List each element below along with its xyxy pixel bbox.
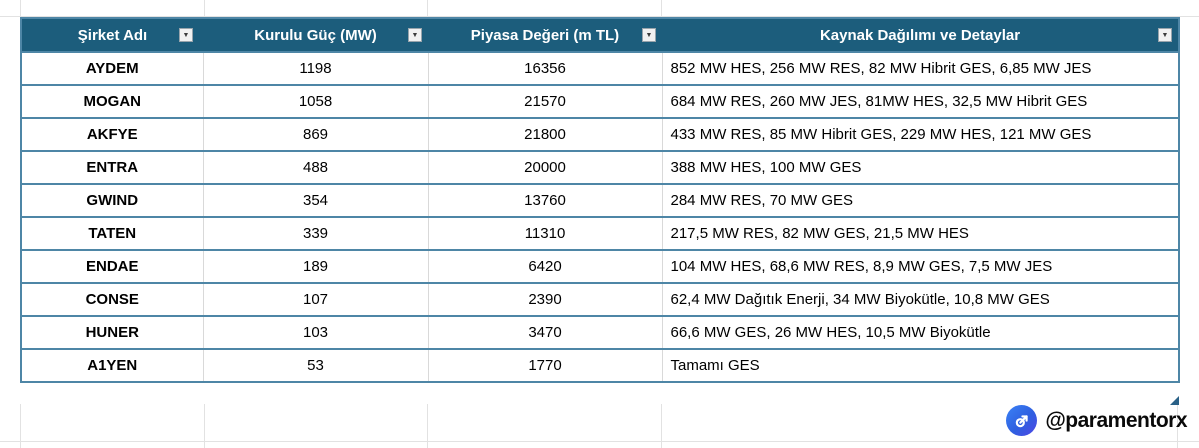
gridline [0,441,1199,442]
gridline [427,0,428,17]
table-row: CONSE 107 2390 62,4 MW Dağıtık Enerji, 3… [21,283,1179,317]
market-value-cell[interactable]: 2390 [427,283,662,317]
watermark: @paramentorx [1006,405,1187,436]
installed-power-cell[interactable]: 1058 [202,85,428,119]
paramentorx-logo-icon [1006,405,1038,436]
table-row: AYDEM 1198 16356 852 MW HES, 256 MW RES,… [21,52,1179,86]
details-cell[interactable]: 66,6 MW GES, 26 MW HES, 10,5 MW Biyokütl… [661,316,1179,350]
gridline [204,404,205,448]
table-row: HUNER 103 3470 66,6 MW GES, 26 MW HES, 1… [21,316,1179,350]
installed-power-cell[interactable]: 1198 [202,52,428,86]
watermark-handle-text: @paramentorx [1045,408,1187,432]
company-cell[interactable]: ENDAE [21,250,203,284]
company-cell[interactable]: TATEN [21,217,203,251]
table-row: MOGAN 1058 21570 684 MW RES, 260 MW JES,… [21,85,1179,119]
company-cell[interactable]: GWIND [21,184,203,218]
gridline [20,0,21,17]
details-cell[interactable]: 217,5 MW RES, 82 MW GES, 21,5 MW HES [661,217,1179,251]
details-cell[interactable]: Tamamı GES [661,349,1179,383]
market-value-cell[interactable]: 13760 [427,184,662,218]
market-value-cell[interactable]: 16356 [427,52,662,86]
gridline [661,404,662,448]
column-header-label: Şirket Adı [77,26,148,44]
installed-power-cell[interactable]: 103 [202,316,428,350]
company-cell[interactable]: AYDEM [21,52,203,86]
filter-dropdown-icon: ▼ [411,31,419,39]
gridline [661,0,662,17]
installed-power-cell[interactable]: 189 [202,250,428,284]
column-header-label: Piyasa Değeri (m TL) [470,26,620,44]
column-header-label: Kaynak Dağılımı ve Detaylar [819,26,1021,44]
installed-power-cell[interactable]: 339 [202,217,428,251]
filter-button[interactable]: ▼ [179,28,193,42]
header-row: Şirket Adı ▼ Kurulu Güç (MW) ▼ Piyasa De… [21,18,1179,53]
gridline [1177,404,1178,448]
gridline [0,16,1199,17]
table-row: ENDAE 189 6420 104 MW HES, 68,6 MW RES, … [21,250,1179,284]
table-row: TATEN 339 11310 217,5 MW RES, 82 MW GES,… [21,217,1179,251]
installed-power-cell[interactable]: 53 [202,349,428,383]
company-cell[interactable]: AKFYE [21,118,203,152]
filter-button[interactable]: ▼ [642,28,656,42]
details-cell[interactable]: 62,4 MW Dağıtık Enerji, 34 MW Biyokütle,… [661,283,1179,317]
column-header-market-value[interactable]: Piyasa Değeri (m TL) ▼ [428,18,662,53]
company-cell[interactable]: ENTRA [21,151,203,185]
company-cell[interactable]: MOGAN [21,85,203,119]
details-cell[interactable]: 852 MW HES, 256 MW RES, 82 MW Hibrit GES… [661,52,1179,86]
market-value-cell[interactable]: 11310 [427,217,662,251]
company-cell[interactable]: A1YEN [21,349,203,383]
company-cell[interactable]: CONSE [21,283,203,317]
column-header-installed-power[interactable]: Kurulu Güç (MW) ▼ [203,18,428,53]
gridline [20,404,21,448]
column-header-company[interactable]: Şirket Adı ▼ [21,18,203,53]
table-row: A1YEN 53 1770 Tamamı GES [21,349,1179,383]
installed-power-cell[interactable]: 488 [202,151,428,185]
column-header-label: Kurulu Güç (MW) [254,26,377,44]
column-header-source-details[interactable]: Kaynak Dağılımı ve Detaylar ▼ [662,18,1179,53]
market-value-cell[interactable]: 3470 [427,316,662,350]
company-cell[interactable]: HUNER [21,316,203,350]
details-cell[interactable]: 684 MW RES, 260 MW JES, 81MW HES, 32,5 M… [661,85,1179,119]
details-cell[interactable]: 433 MW RES, 85 MW Hibrit GES, 229 MW HES… [661,118,1179,152]
details-cell[interactable]: 104 MW HES, 68,6 MW RES, 8,9 MW GES, 7,5… [661,250,1179,284]
gridline [427,404,428,448]
filter-dropdown-icon: ▼ [645,31,653,39]
installed-power-cell[interactable]: 354 [202,184,428,218]
market-value-cell[interactable]: 21800 [427,118,662,152]
filter-dropdown-icon: ▼ [1161,31,1169,39]
table-row: GWIND 354 13760 284 MW RES, 70 MW GES [21,184,1179,218]
table-row: ENTRA 488 20000 388 MW HES, 100 MW GES [21,151,1179,185]
market-value-cell[interactable]: 21570 [427,85,662,119]
table-row: AKFYE 869 21800 433 MW RES, 85 MW Hibrit… [21,118,1179,152]
filter-button[interactable]: ▼ [1158,28,1172,42]
installed-power-cell[interactable]: 107 [202,283,428,317]
details-cell[interactable]: 284 MW RES, 70 MW GES [661,184,1179,218]
market-value-cell[interactable]: 6420 [427,250,662,284]
filter-button[interactable]: ▼ [408,28,422,42]
filter-dropdown-icon: ▼ [182,31,190,39]
market-value-cell[interactable]: 1770 [427,349,662,383]
table-resize-handle[interactable] [1170,396,1179,405]
market-value-cell[interactable]: 20000 [427,151,662,185]
energy-companies-table: Şirket Adı ▼ Kurulu Güç (MW) ▼ Piyasa De… [20,17,1180,383]
installed-power-cell[interactable]: 869 [202,118,428,152]
details-cell[interactable]: 388 MW HES, 100 MW GES [661,151,1179,185]
gridline [204,0,205,17]
